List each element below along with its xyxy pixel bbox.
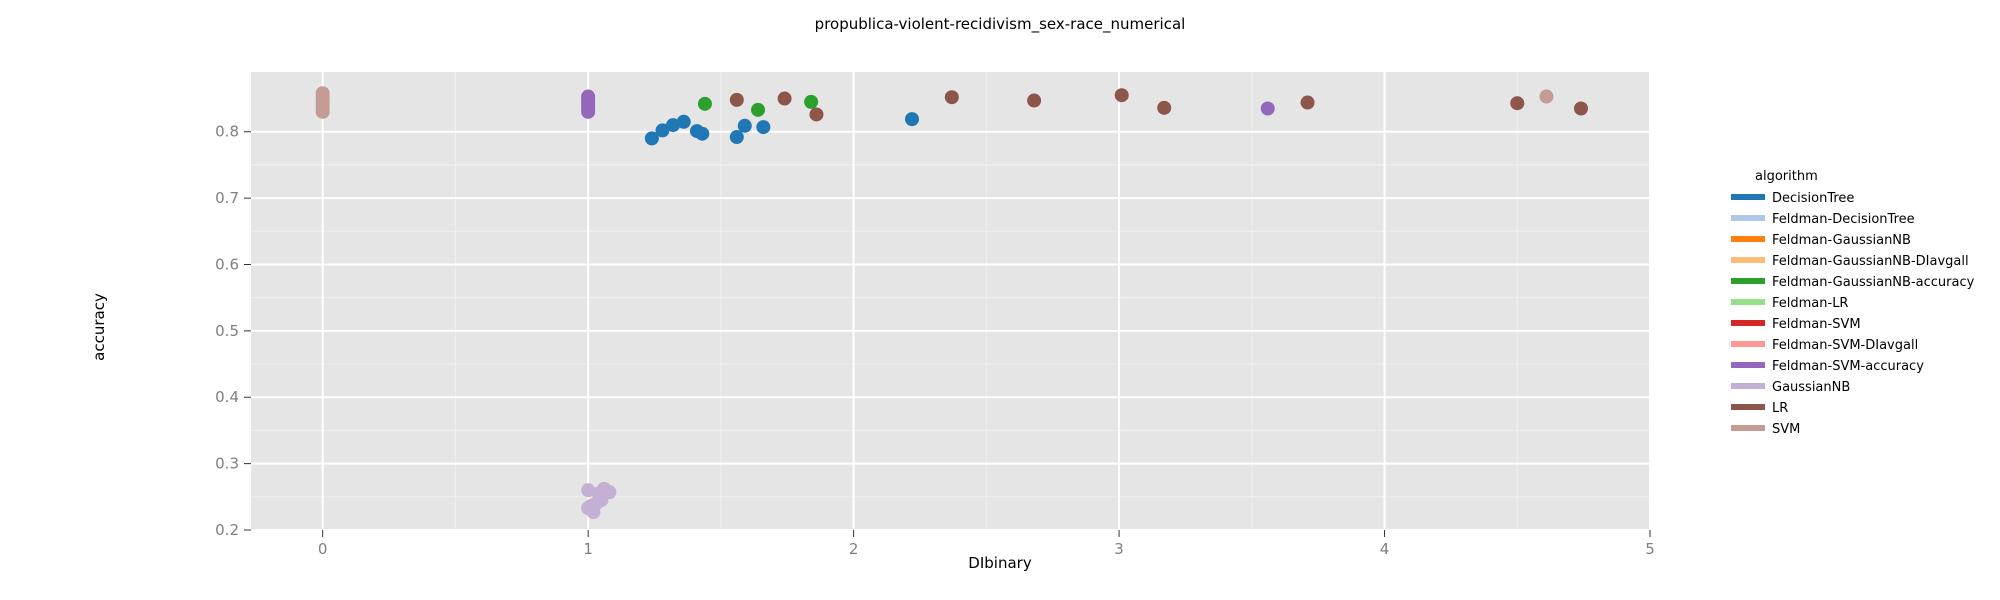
- legend-label: Feldman-SVM-accuracy: [1772, 359, 1924, 374]
- data-point: [1027, 93, 1042, 108]
- data-point: [729, 130, 744, 145]
- data-point: [1157, 100, 1172, 115]
- data-point: [666, 118, 681, 133]
- data-point: [695, 126, 710, 141]
- legend-label: Feldman-SVM-DIavgall: [1772, 338, 1918, 353]
- legend-label: SVM: [1772, 422, 1800, 437]
- y-tick-label: 0.8: [215, 123, 239, 141]
- data-point: [729, 92, 744, 107]
- data-point: [315, 86, 330, 101]
- x-tick-label: 0: [318, 540, 328, 558]
- y-tick-label: 0.6: [215, 255, 239, 273]
- y-tick-label: 0.3: [215, 455, 239, 473]
- data-point: [756, 120, 771, 135]
- plot-area: [251, 72, 1650, 530]
- x-tick-label: 4: [1380, 540, 1390, 558]
- data-points: [315, 86, 1588, 520]
- data-point: [809, 107, 824, 122]
- data-point: [644, 131, 659, 146]
- data-point: [777, 91, 792, 106]
- y-tick-label: 0.4: [215, 388, 239, 406]
- legend-label: LR: [1772, 401, 1788, 416]
- data-point: [1573, 101, 1588, 116]
- x-tick-label: 3: [1114, 540, 1124, 558]
- chart-title: propublica-violent-recidivism_sex-race_n…: [815, 15, 1186, 34]
- x-tick-label: 2: [849, 540, 859, 558]
- legend-label: Feldman-GaussianNB-accuracy: [1772, 275, 1975, 290]
- data-point: [737, 118, 752, 133]
- legend-label: Feldman-LR: [1772, 296, 1848, 311]
- data-point: [581, 501, 596, 516]
- data-point: [1300, 95, 1315, 110]
- data-point: [905, 112, 920, 127]
- data-point: [697, 96, 712, 111]
- data-point: [655, 123, 670, 138]
- y-axis-label: accuracy: [90, 293, 108, 361]
- legend-label: DecisionTree: [1772, 191, 1854, 206]
- legend-items: DecisionTree Feldman-DecisionTree Feldman-…: [1731, 191, 1975, 437]
- data-point: [804, 94, 819, 109]
- legend-label: Feldman-SVM: [1772, 317, 1861, 332]
- data-point: [1539, 89, 1554, 104]
- data-point: [944, 90, 959, 105]
- data-point: [1260, 101, 1275, 116]
- y-tick-label: 0.2: [215, 521, 239, 539]
- data-point: [1510, 96, 1525, 111]
- y-tick-label: 0.5: [215, 322, 239, 340]
- x-tick-label: 5: [1645, 540, 1655, 558]
- grid: [251, 72, 1651, 531]
- data-point: [602, 485, 617, 500]
- data-point: [581, 483, 596, 498]
- legend-label: Feldman-GaussianNB: [1772, 233, 1911, 248]
- legend-title: algorithm: [1755, 169, 1818, 184]
- axis-ticks: 0 1 2 3 4 5 0.2 0.3 0.4 0.5 0.6 0.7 0.8: [215, 123, 1655, 558]
- legend-label: GaussianNB: [1772, 380, 1850, 395]
- x-tick-label: 1: [583, 540, 593, 558]
- legend: algorithm DecisionTree Feldman-DecisionTr…: [1731, 169, 1975, 437]
- data-point: [676, 114, 691, 129]
- legend-label: Feldman-GaussianNB-DIavgall: [1772, 254, 1969, 269]
- y-tick-label: 0.7: [215, 189, 239, 207]
- data-point: [1114, 88, 1129, 103]
- data-point: [751, 102, 766, 117]
- legend-label: Feldman-DecisionTree: [1772, 212, 1915, 227]
- x-axis-label: DIbinary: [968, 554, 1032, 572]
- data-point: [581, 89, 596, 104]
